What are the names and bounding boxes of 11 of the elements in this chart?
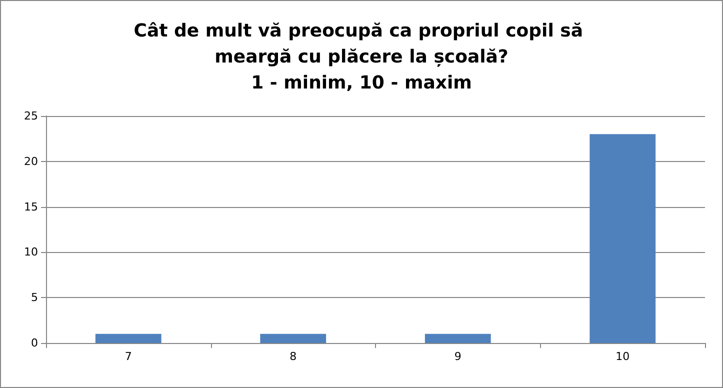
y-tick-label: 5	[31, 291, 38, 304]
y-tick-label: 10	[24, 246, 38, 259]
chart-title: Cât de mult vă preocupă ca propriul copil să meargă cu plăcere la școală? 1 - minim, 10 - maxim	[134, 20, 590, 94]
y-tick-label: 25	[24, 110, 38, 122]
y-tick-label: 20	[24, 154, 38, 168]
x-tick-label: 7	[124, 350, 132, 363]
x-tick-label: 9	[454, 350, 462, 363]
y-tick-label: 15	[24, 200, 38, 214]
y-tick-label: 0	[31, 336, 38, 350]
x-tick-label: 10	[616, 350, 630, 363]
x-tick-label: 8	[290, 350, 297, 363]
